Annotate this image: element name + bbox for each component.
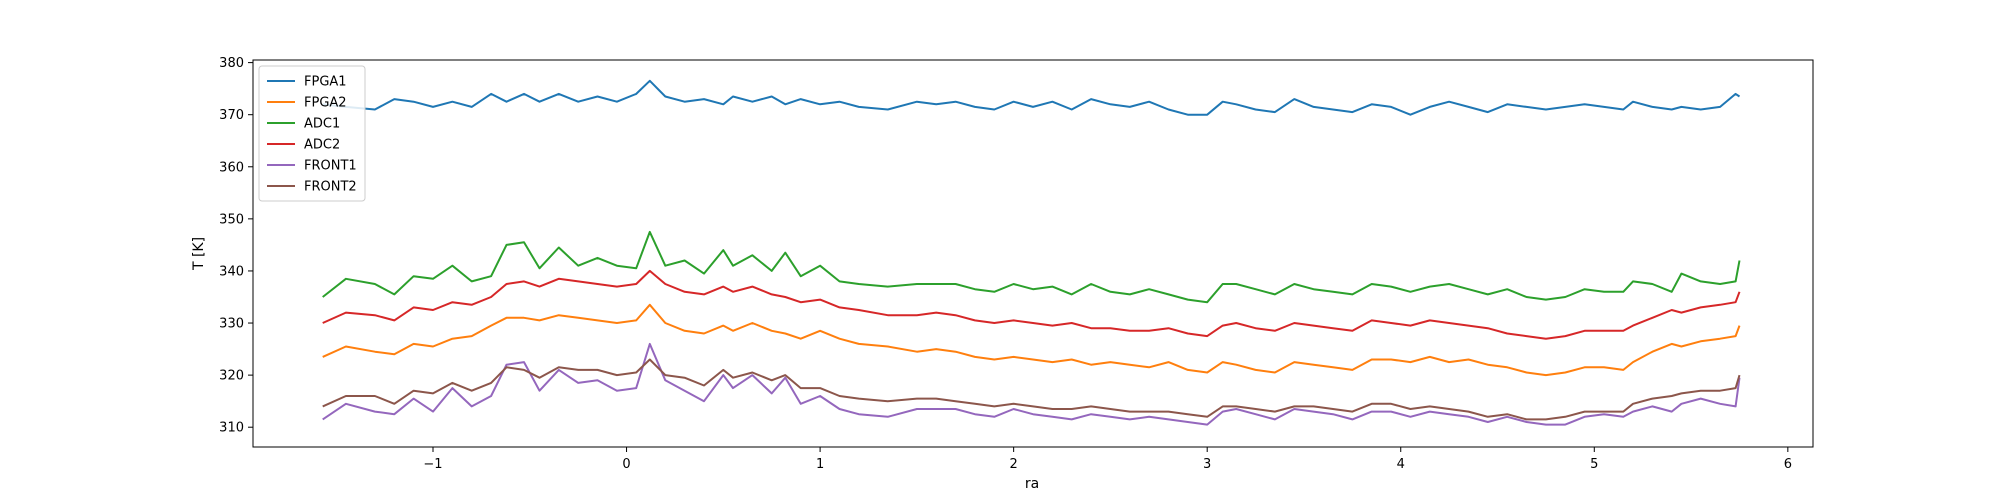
legend-label-fpga2: FPGA2 [304,96,347,111]
legend-label-adc1: ADC1 [304,117,340,132]
series-layer [322,79,1741,426]
y-tick-label: 310 [219,421,244,436]
legend: FPGA1 FPGA2 ADC1 ADC2 FRONT1 FRONT2 [258,65,366,202]
x-tick-label: −1 [423,457,442,472]
y-tick-label: 330 [219,317,244,332]
x-tick-label: 1 [816,457,824,472]
legend-label-front1: FRONT1 [304,159,357,174]
y-tick-label: 380 [219,56,244,71]
legend-label-fpga1: FPGA1 [304,75,347,90]
y-axis: 310 320 330 340 350 360 370 380 [219,56,253,436]
series-line-fpga1 [322,79,1741,116]
y-tick-label: 320 [219,369,244,384]
x-tick-label: 5 [1590,457,1598,472]
x-tick-label: 2 [1010,457,1018,472]
legend-box [258,65,366,202]
x-axis-label: ra [1025,476,1039,492]
series-line-front2 [322,358,1741,421]
y-tick-label: 350 [219,212,244,227]
x-axis: −1 0 1 2 3 4 5 6 [423,447,1792,472]
series-line-front1 [322,342,1741,426]
x-tick-label: 6 [1784,457,1792,472]
y-tick-label: 370 [219,108,244,123]
y-tick-label: 360 [219,160,244,175]
x-tick-label: 0 [622,457,630,472]
plot-frame [252,59,1814,448]
legend-label-adc2: ADC2 [304,138,340,153]
y-axis-label: T [K] [191,237,207,271]
series-line-fpga2 [322,303,1741,377]
x-tick-label: 3 [1203,457,1211,472]
x-tick-label: 4 [1397,457,1405,472]
series-line-adc2 [322,269,1741,340]
legend-label-front2: FRONT2 [304,180,357,195]
series-line-adc1 [322,230,1741,304]
y-tick-label: 340 [219,264,244,279]
